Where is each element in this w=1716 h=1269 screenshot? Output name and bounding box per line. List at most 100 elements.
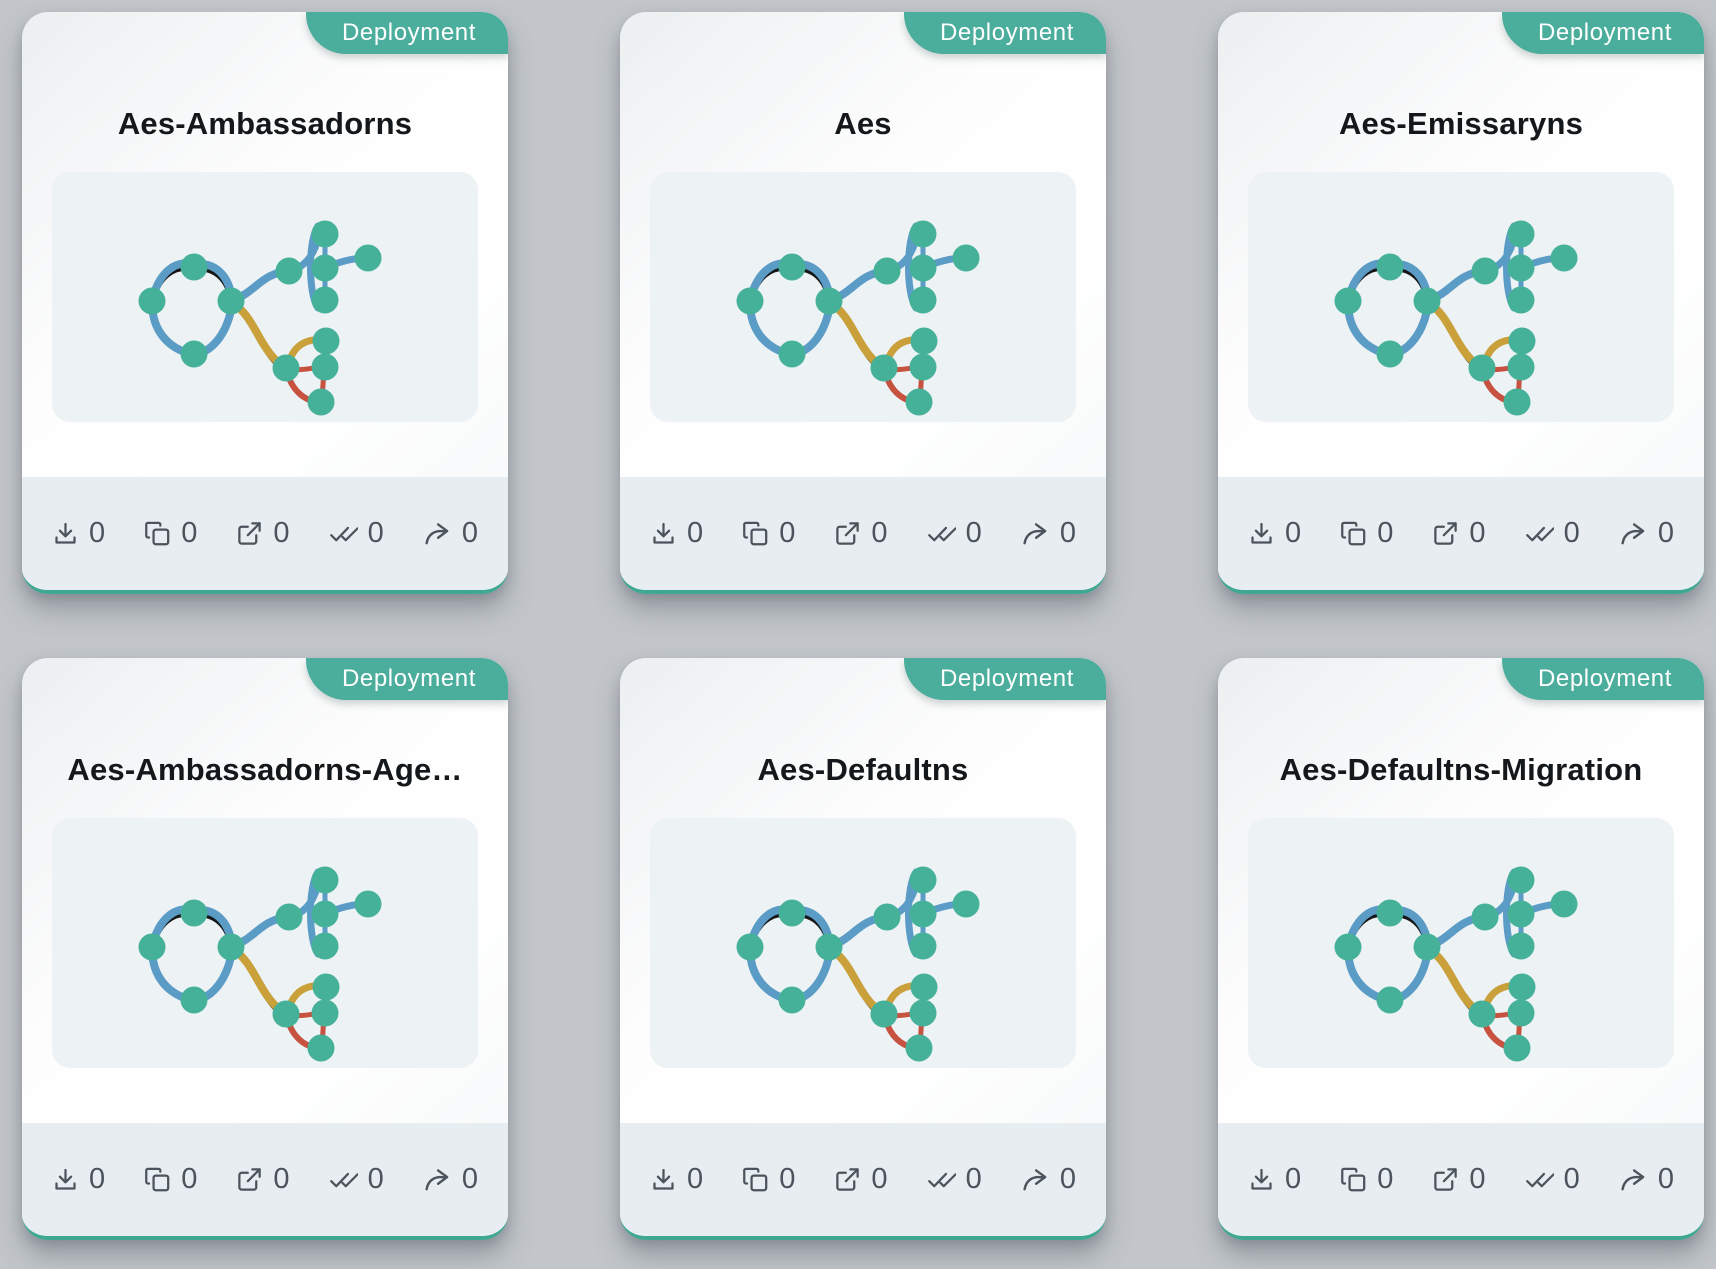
open-external-icon — [238, 522, 262, 545]
pipeline-graph-icon — [138, 220, 382, 416]
double-check-icon — [927, 526, 956, 542]
graph-thumbnail[interactable] — [650, 171, 1076, 422]
open-external-count: 0 — [273, 517, 290, 549]
double-check-count: 0 — [1563, 1163, 1580, 1195]
card-title: Aes-Defaultns-Migration — [1279, 752, 1643, 787]
double-check-icon — [329, 1172, 358, 1188]
card-footer: 0 0 0 — [620, 477, 1106, 590]
pipeline-graph-icon — [138, 866, 382, 1062]
pipeline-graph-icon — [1334, 220, 1578, 416]
open-external-stat[interactable]: 0 — [236, 1163, 290, 1196]
download-stat[interactable]: 0 — [52, 1163, 105, 1196]
download-count: 0 — [687, 517, 704, 549]
double-check-count: 0 — [965, 517, 982, 549]
open-external-icon — [836, 522, 860, 545]
forward-icon — [1621, 523, 1645, 545]
open-external-stat[interactable]: 0 — [236, 517, 290, 550]
double-check-stat[interactable]: 0 — [1525, 1163, 1580, 1196]
open-external-icon — [1434, 522, 1458, 545]
card-footer: 0 0 0 — [620, 1123, 1106, 1236]
deployment-card[interactable]: Deployment Aes-Defaultns-Migration — [1218, 658, 1704, 1240]
download-icon — [1251, 1168, 1272, 1190]
double-check-count: 0 — [1563, 517, 1580, 549]
forward-stat[interactable]: 0 — [423, 517, 478, 550]
download-icon — [653, 522, 674, 544]
copy-count: 0 — [779, 1163, 796, 1195]
graph-thumbnail[interactable] — [52, 817, 478, 1068]
open-external-stat[interactable]: 0 — [834, 517, 888, 550]
download-stat[interactable]: 0 — [1248, 517, 1301, 550]
double-check-count: 0 — [367, 517, 384, 549]
deployment-badge: Deployment — [305, 658, 508, 700]
double-check-stat[interactable]: 0 — [927, 517, 982, 550]
card-title: Aes-Emissaryns — [1338, 106, 1584, 141]
deployment-card[interactable]: Deployment Aes-Ambassadorns-Age… — [22, 658, 508, 1240]
download-count: 0 — [687, 1163, 704, 1195]
card-title: Aes-Ambassadorns-Age… — [67, 752, 463, 787]
download-stat[interactable]: 0 — [650, 517, 703, 550]
forward-count: 0 — [1059, 517, 1076, 549]
graph-thumbnail[interactable] — [1248, 171, 1674, 422]
forward-icon — [425, 523, 449, 545]
double-check-icon — [329, 526, 358, 542]
copy-count: 0 — [181, 1163, 198, 1195]
download-stat[interactable]: 0 — [52, 517, 105, 550]
forward-icon — [1023, 523, 1047, 545]
download-stat[interactable]: 0 — [1248, 1163, 1301, 1196]
open-external-icon — [836, 1168, 860, 1191]
double-check-stat[interactable]: 0 — [1525, 517, 1580, 550]
copy-stat[interactable]: 0 — [144, 1163, 197, 1196]
copy-stat[interactable]: 0 — [742, 517, 795, 550]
forward-stat[interactable]: 0 — [1021, 1163, 1076, 1196]
open-external-icon — [1434, 1168, 1458, 1191]
graph-thumbnail[interactable] — [52, 171, 478, 422]
copy-stat[interactable]: 0 — [1340, 517, 1393, 550]
double-check-stat[interactable]: 0 — [927, 1163, 982, 1196]
download-icon — [55, 1168, 76, 1190]
double-check-stat[interactable]: 0 — [329, 517, 384, 550]
deployment-card[interactable]: Deployment Aes — [620, 12, 1106, 594]
graph-thumbnail[interactable] — [650, 817, 1076, 1068]
open-external-stat[interactable]: 0 — [1432, 517, 1486, 550]
forward-icon — [1023, 1169, 1047, 1191]
double-check-stat[interactable]: 0 — [329, 1163, 384, 1196]
forward-stat[interactable]: 0 — [1619, 1163, 1674, 1196]
deployment-badge: Deployment — [903, 658, 1106, 700]
copy-stat[interactable]: 0 — [144, 517, 197, 550]
forward-icon — [1621, 1169, 1645, 1191]
copy-icon — [1341, 1167, 1366, 1192]
double-check-count: 0 — [367, 1163, 384, 1195]
deployment-card[interactable]: Deployment Aes-Emissaryns — [1218, 12, 1704, 594]
copy-stat[interactable]: 0 — [1340, 1163, 1393, 1196]
copy-count: 0 — [181, 517, 198, 549]
open-external-count: 0 — [1469, 1163, 1486, 1195]
deployment-card[interactable]: Deployment Aes-Ambassadorns — [22, 12, 508, 594]
deployment-badge: Deployment — [903, 12, 1106, 54]
download-icon — [653, 1168, 674, 1190]
copy-icon — [1341, 521, 1366, 546]
download-count: 0 — [89, 1163, 106, 1195]
copy-stat[interactable]: 0 — [742, 1163, 795, 1196]
open-external-icon — [238, 1168, 262, 1191]
open-external-stat[interactable]: 0 — [834, 1163, 888, 1196]
double-check-count: 0 — [965, 1163, 982, 1195]
copy-icon — [743, 1167, 768, 1192]
forward-stat[interactable]: 0 — [1619, 517, 1674, 550]
card-title: Aes-Defaultns — [757, 752, 969, 787]
double-check-icon — [927, 1172, 956, 1188]
download-count: 0 — [1285, 517, 1302, 549]
pipeline-graph-icon — [1334, 866, 1578, 1062]
forward-count: 0 — [461, 517, 478, 549]
copy-icon — [743, 521, 768, 546]
download-count: 0 — [1285, 1163, 1302, 1195]
card-title: Aes — [834, 106, 892, 141]
download-stat[interactable]: 0 — [650, 1163, 703, 1196]
forward-stat[interactable]: 0 — [423, 1163, 478, 1196]
pipeline-graph-icon — [736, 220, 980, 416]
deployment-badge: Deployment — [305, 12, 508, 54]
open-external-stat[interactable]: 0 — [1432, 1163, 1486, 1196]
graph-thumbnail[interactable] — [1248, 817, 1674, 1068]
deployment-card[interactable]: Deployment Aes-Defaultns — [620, 658, 1106, 1240]
forward-stat[interactable]: 0 — [1021, 517, 1076, 550]
